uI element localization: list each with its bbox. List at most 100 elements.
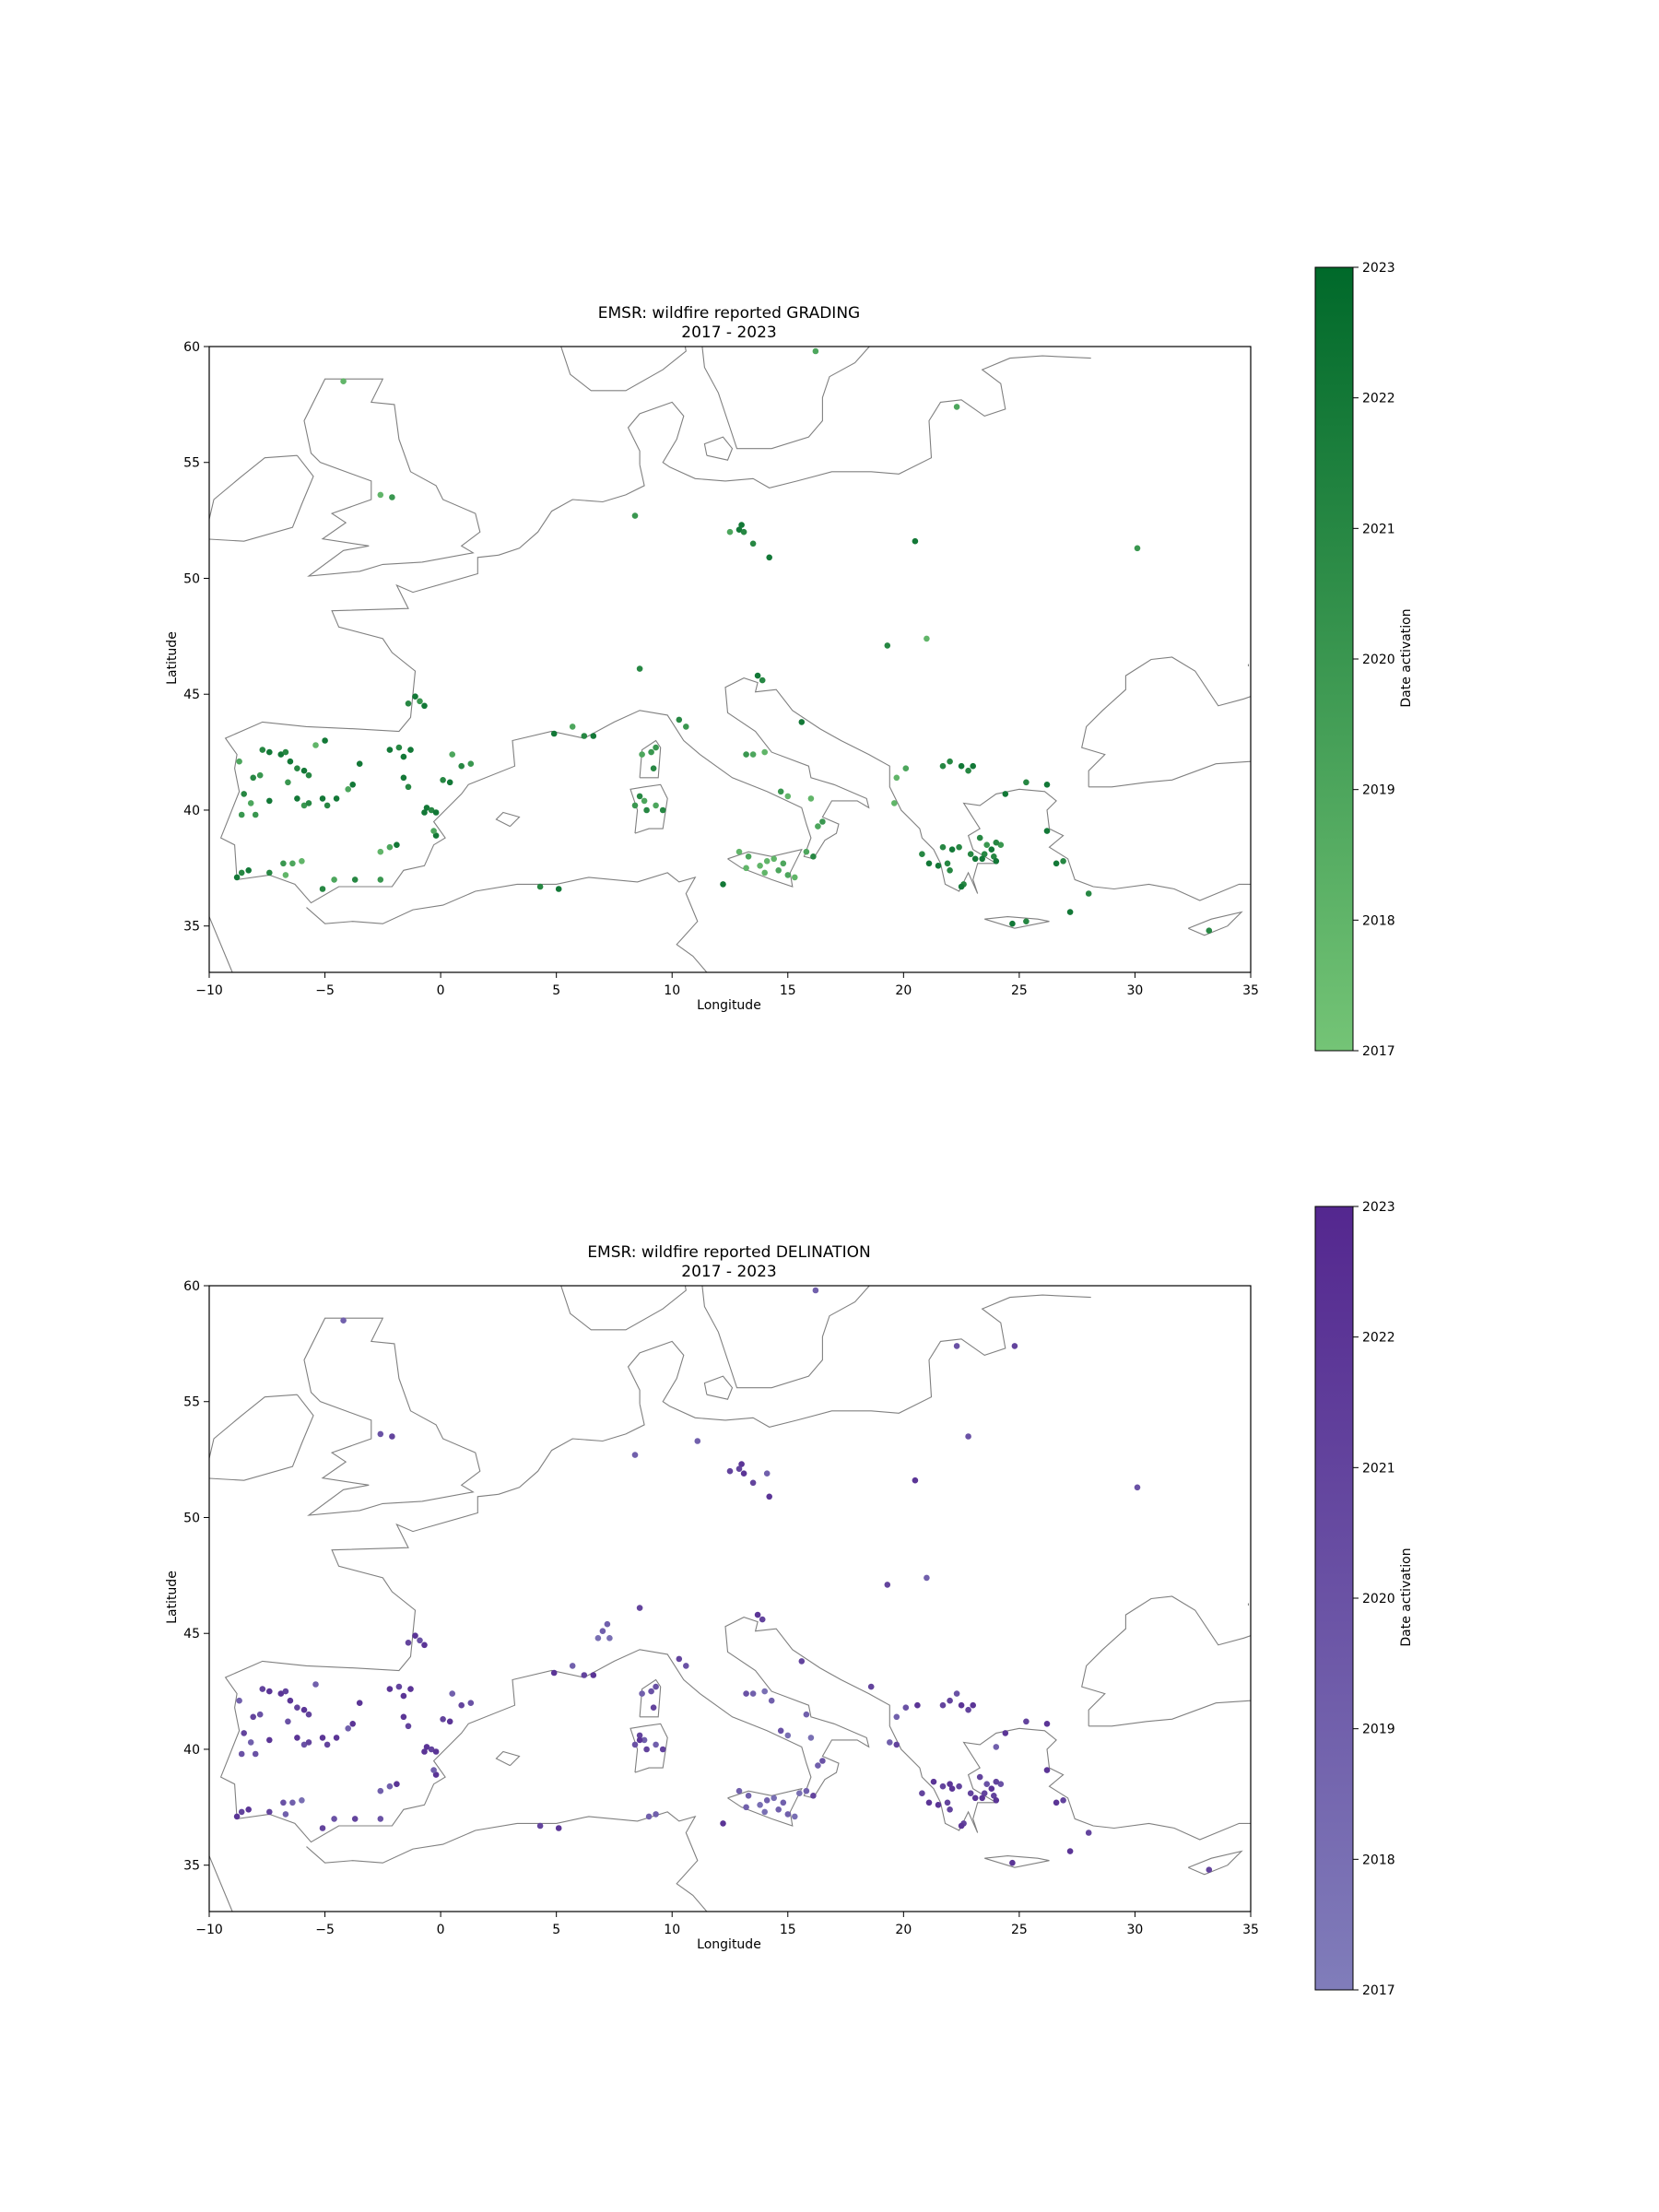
wildfire-point — [893, 1713, 900, 1721]
wildfire-point — [983, 841, 990, 848]
wildfire-point — [745, 853, 752, 860]
y-tick-label: 60 — [183, 1279, 200, 1294]
wildfire-point — [377, 877, 384, 883]
wildfire-point — [643, 806, 650, 814]
wildfire-point — [893, 774, 900, 782]
x-tick-label: −5 — [315, 983, 335, 998]
wildfire-point — [351, 1816, 359, 1822]
wildfire-point — [1023, 918, 1030, 924]
wildfire-point — [694, 1438, 701, 1444]
wildfire-point — [259, 1686, 266, 1692]
wildfire-point — [812, 347, 819, 355]
coastline — [303, 378, 481, 577]
wildfire-point — [569, 724, 576, 730]
wildfire-point — [683, 724, 689, 730]
wildfire-point — [1066, 909, 1074, 915]
x-tick-label: 25 — [1011, 983, 1028, 998]
coastline — [219, 1493, 1251, 1843]
wildfire-point — [377, 1816, 384, 1822]
wildfire-point — [282, 1688, 289, 1695]
colorbar-label: Date activation — [1399, 608, 1414, 707]
wildfire-point — [590, 1672, 597, 1678]
wildfire-point — [636, 1736, 643, 1744]
wildfire-point — [1043, 1767, 1051, 1773]
wildfire-point — [766, 1493, 772, 1500]
wildfire-point — [340, 378, 347, 385]
wildfire-point — [997, 841, 1005, 848]
coastlines — [209, 347, 1251, 972]
wildfire-point — [953, 1690, 960, 1697]
wildfire-point — [659, 806, 666, 814]
wildfire-point — [356, 760, 363, 767]
wildfire-point — [333, 795, 340, 802]
wildfire-point — [421, 702, 428, 710]
wildfire-point — [1206, 1866, 1213, 1873]
coastline — [209, 454, 314, 542]
wildfire-point — [812, 1287, 819, 1294]
wildfire-point — [252, 811, 259, 818]
wildfire-point — [324, 1741, 331, 1748]
wildfire-point — [771, 1794, 777, 1802]
wildfire-point — [233, 874, 241, 881]
wildfire-point — [400, 1692, 407, 1700]
wildfire-point — [971, 1794, 979, 1802]
wildfire-point — [798, 1658, 806, 1665]
wildfire-point — [400, 1713, 407, 1721]
colorbar-tick-label: 2019 — [1362, 783, 1395, 798]
wildfire-point — [305, 1739, 312, 1746]
wildfire-point — [740, 528, 747, 535]
wildfire-point — [631, 802, 639, 809]
wildfire-point — [305, 800, 312, 806]
colorbar — [1314, 1206, 1354, 1991]
wildfire-point — [956, 843, 962, 851]
x-tick-label: 5 — [552, 983, 560, 998]
coastline — [306, 1811, 708, 1912]
wildfire-point — [394, 841, 400, 848]
wildfire-point — [807, 795, 815, 802]
wildfire-point — [924, 1574, 930, 1582]
wildfire-point — [948, 1785, 956, 1792]
wildfire-point — [536, 883, 544, 890]
wildfire-point — [395, 744, 403, 751]
colorbar-tick-label: 2019 — [1362, 1723, 1395, 1737]
wildfire-point — [653, 1741, 659, 1748]
wildfire-point — [300, 1706, 308, 1713]
wildfire-point — [735, 526, 743, 533]
wildfire-point — [740, 1470, 747, 1477]
wildfire-point — [991, 1793, 997, 1799]
wildfire-point — [993, 839, 1000, 846]
x-tick-label: 0 — [437, 1923, 445, 1937]
wildfire-point — [1002, 1730, 1009, 1736]
wildfire-point — [958, 883, 965, 890]
y-tick-label: 45 — [183, 688, 200, 702]
wildfire-point — [377, 1787, 384, 1794]
colorbar-tick-label: 2021 — [1362, 1461, 1395, 1476]
wildfire-point — [412, 1632, 418, 1639]
wildfire-point — [428, 1746, 435, 1753]
wildfire-point — [289, 860, 296, 867]
wildfire-point — [349, 1721, 357, 1727]
wildfire-point — [1066, 1848, 1074, 1854]
wildfire-point — [650, 765, 657, 771]
wildfire-point — [803, 1711, 810, 1718]
wildfire-point — [312, 742, 319, 748]
x-tick-label: 30 — [1127, 1923, 1144, 1937]
wildfire-point — [277, 1690, 285, 1697]
wildfire-point — [650, 1704, 657, 1711]
wildfire-point — [1060, 1797, 1066, 1804]
wildfire-point — [648, 748, 654, 756]
wildfire-point — [919, 851, 925, 857]
coastline — [701, 1286, 870, 1389]
wildfire-point — [749, 751, 757, 758]
wildfire-point — [236, 1697, 242, 1704]
coastline — [703, 436, 734, 461]
wildfire-point — [412, 693, 418, 700]
wildfire-point — [745, 1793, 752, 1799]
wildfire-point — [386, 1686, 394, 1692]
wildfire-point — [676, 1655, 683, 1663]
wildfire-point — [233, 1813, 241, 1820]
wildfire-point — [280, 860, 287, 867]
wildfire-point — [331, 877, 337, 883]
y-tick-label: 45 — [183, 1627, 200, 1641]
wildfire-point — [639, 751, 645, 758]
